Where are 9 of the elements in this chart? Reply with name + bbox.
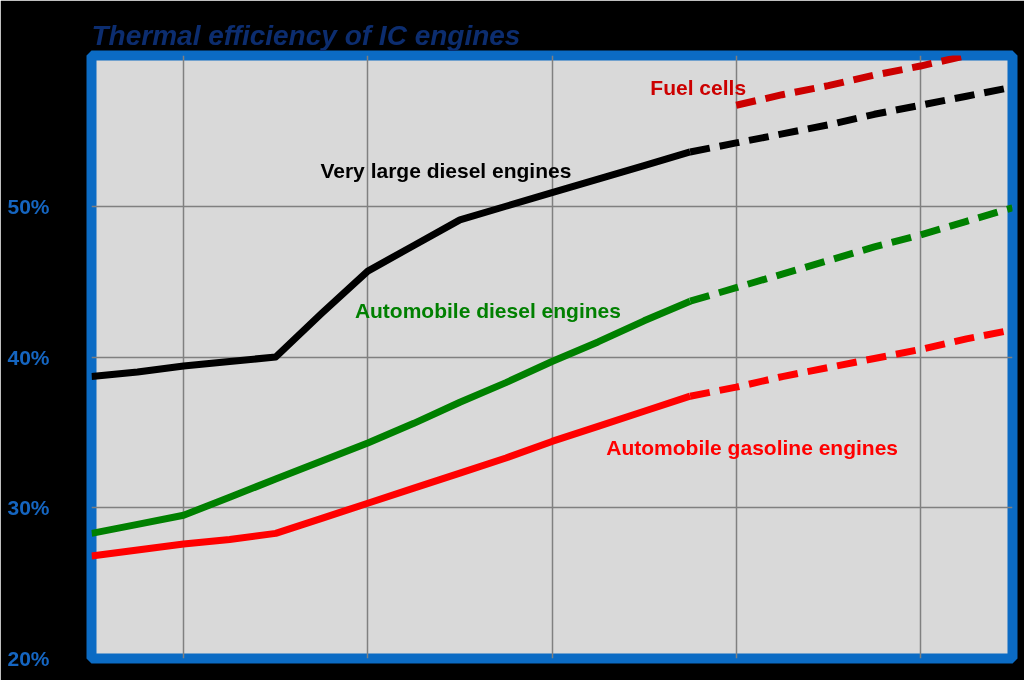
y-tick-label: 40% [7, 345, 50, 369]
series-label: Very large diesel engines [320, 159, 572, 183]
series-label: Fuel cells [650, 75, 747, 99]
series-label: Automobile diesel engines [354, 298, 621, 322]
chart-title: Thermal efficiency of IC engines [91, 19, 521, 51]
y-tick-label: 50% [7, 194, 50, 218]
series-label: Automobile gasoline engines [606, 435, 898, 459]
y-tick-label: 20% [7, 647, 50, 670]
y-tick-label: 30% [7, 496, 50, 520]
